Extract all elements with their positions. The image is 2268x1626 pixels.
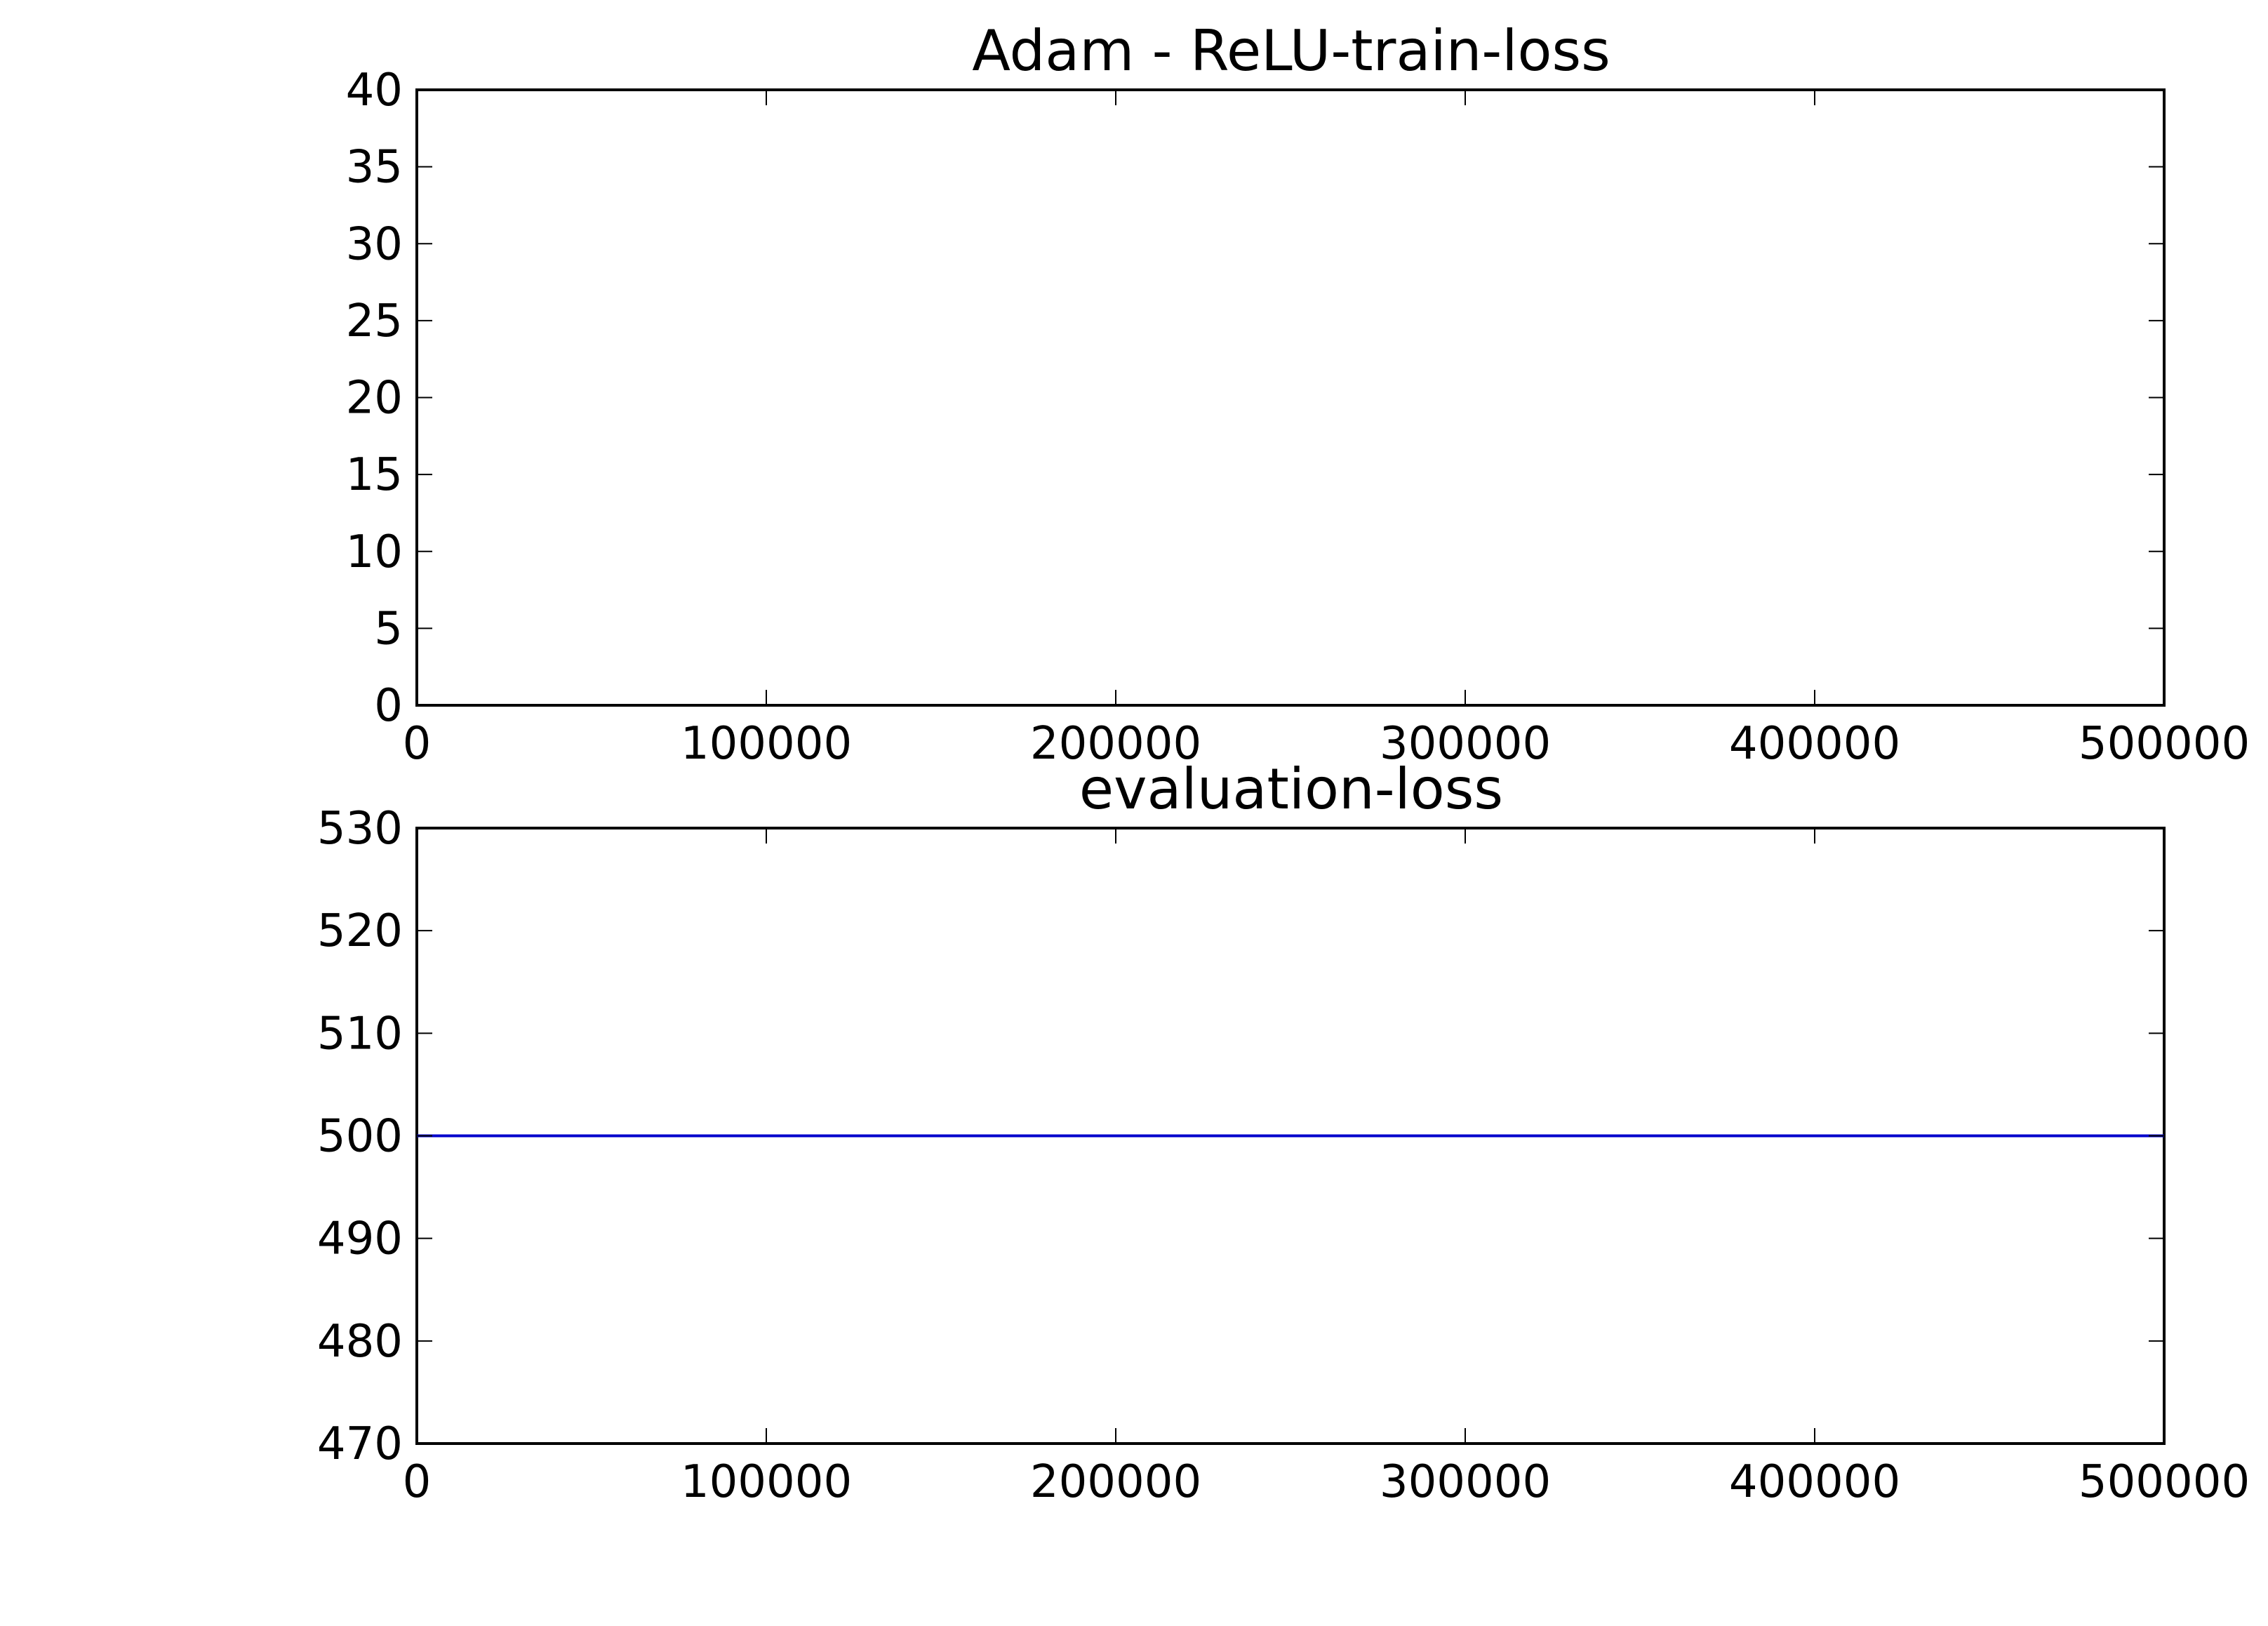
y-tick-label: 500	[317, 1111, 403, 1163]
x-tick-label: 0	[403, 1456, 432, 1508]
y-tick-label: 530	[317, 803, 403, 855]
axis-tick-labels: 0 100000 200000 300000 400000 500000 470 480 490…	[317, 803, 2250, 1508]
train-loss-panel: Adam - ReLU-train-loss 0 100000 200000 3000…	[346, 18, 2250, 770]
y-tick-label: 510	[317, 1008, 403, 1060]
y-tick-label: 10	[346, 526, 403, 578]
x-tick-label: 100000	[681, 718, 852, 770]
x-tick-label: 500000	[2079, 718, 2250, 770]
y-tick-label: 15	[346, 449, 403, 501]
y-tick-label: 490	[317, 1213, 403, 1265]
x-tick-label: 200000	[1030, 1456, 1201, 1508]
x-tick-label: 400000	[1729, 1456, 1900, 1508]
chart-title: Adam - ReLU-train-loss	[972, 18, 1610, 84]
axis-ticks	[416, 827, 2165, 1444]
x-tick-label: 100000	[681, 1456, 852, 1508]
axis-ticks	[416, 89, 2165, 706]
x-tick-label: 300000	[1380, 718, 1551, 770]
y-tick-label: 0	[374, 680, 403, 732]
y-tick-label: 520	[317, 905, 403, 957]
y-tick-label: 30	[346, 218, 403, 270]
y-tick-label: 480	[317, 1316, 403, 1368]
y-tick-label: 20	[346, 373, 403, 425]
y-tick-label: 470	[317, 1418, 403, 1470]
y-tick-label: 25	[346, 295, 403, 347]
x-tick-label: 200000	[1030, 718, 1201, 770]
x-tick-label: 300000	[1380, 1456, 1551, 1508]
chart-title: evaluation-loss	[1079, 757, 1503, 822]
y-tick-label: 35	[346, 142, 403, 194]
x-tick-label: 500000	[2079, 1456, 2250, 1508]
y-tick-label: 40	[346, 65, 403, 116]
x-tick-label: 400000	[1729, 718, 1900, 770]
evaluation-loss-panel: evaluation-loss 0 100000 200000 300000 40000…	[317, 757, 2250, 1508]
x-tick-label: 0	[403, 718, 432, 770]
axis-tick-labels: 0 100000 200000 300000 400000 500000 0 5 10 15 20 2…	[346, 65, 2250, 770]
y-tick-label: 5	[374, 603, 403, 655]
